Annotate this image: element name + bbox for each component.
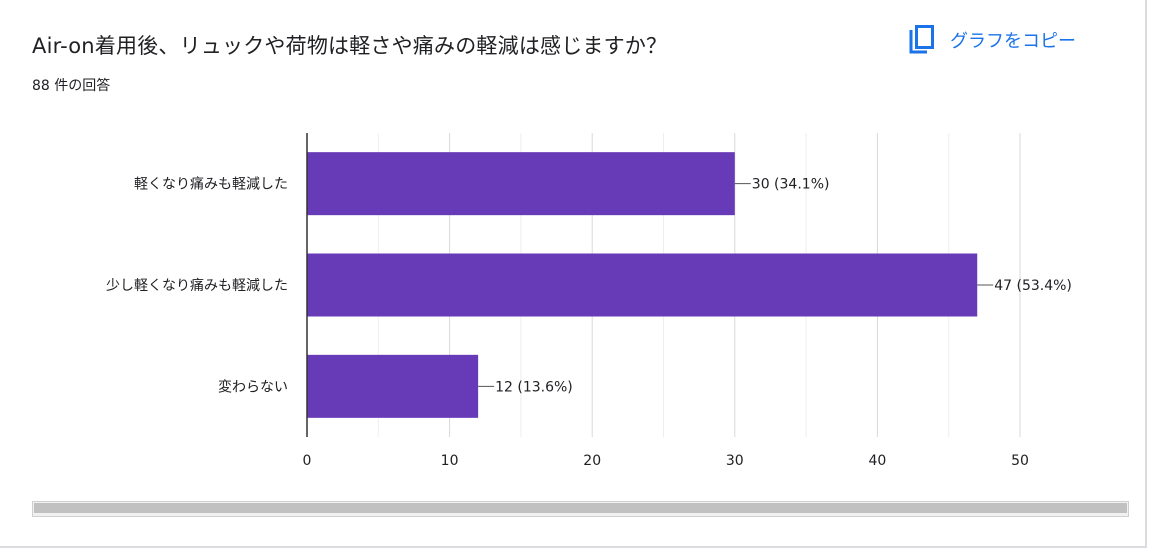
data-label: 47 (53.4%) [994,278,1072,294]
copy-icon [908,25,936,55]
bar [307,253,978,317]
x-tick-label: 10 [441,453,459,469]
data-label: 12 (13.6%) [495,379,573,395]
x-tick-label: 30 [726,453,744,469]
horizontal-scrollbar[interactable] [32,501,1129,517]
response-count: 88 件の回答 [32,78,111,94]
copy-chart-label: グラフをコピー [950,31,1076,52]
copy-chart-button[interactable]: グラフをコピー [908,20,1076,60]
data-label: 30 (34.1%) [752,177,830,193]
bar [307,152,735,216]
x-tick-label: 50 [1011,453,1029,469]
category-label: 少し軽くなり痛みも軽減した [106,277,288,294]
category-label: 変わらない [218,378,288,395]
question-title: Air-on着用後、リュックや荷物は軽さや痛みの軽減は感じますか？ [32,34,668,58]
x-tick-label: 0 [303,453,312,469]
bar [307,354,479,418]
x-tick-label: 40 [868,453,886,469]
scrollbar-thumb[interactable] [34,503,1127,513]
bar-chart: 30 (34.1%) 軽くなり痛みも軽減した 47 (53.4%) 少し軽くなり痛みも… [106,133,1072,469]
category-label: 軽くなり痛みも軽減した [134,176,288,193]
x-tick-label: 20 [583,453,601,469]
